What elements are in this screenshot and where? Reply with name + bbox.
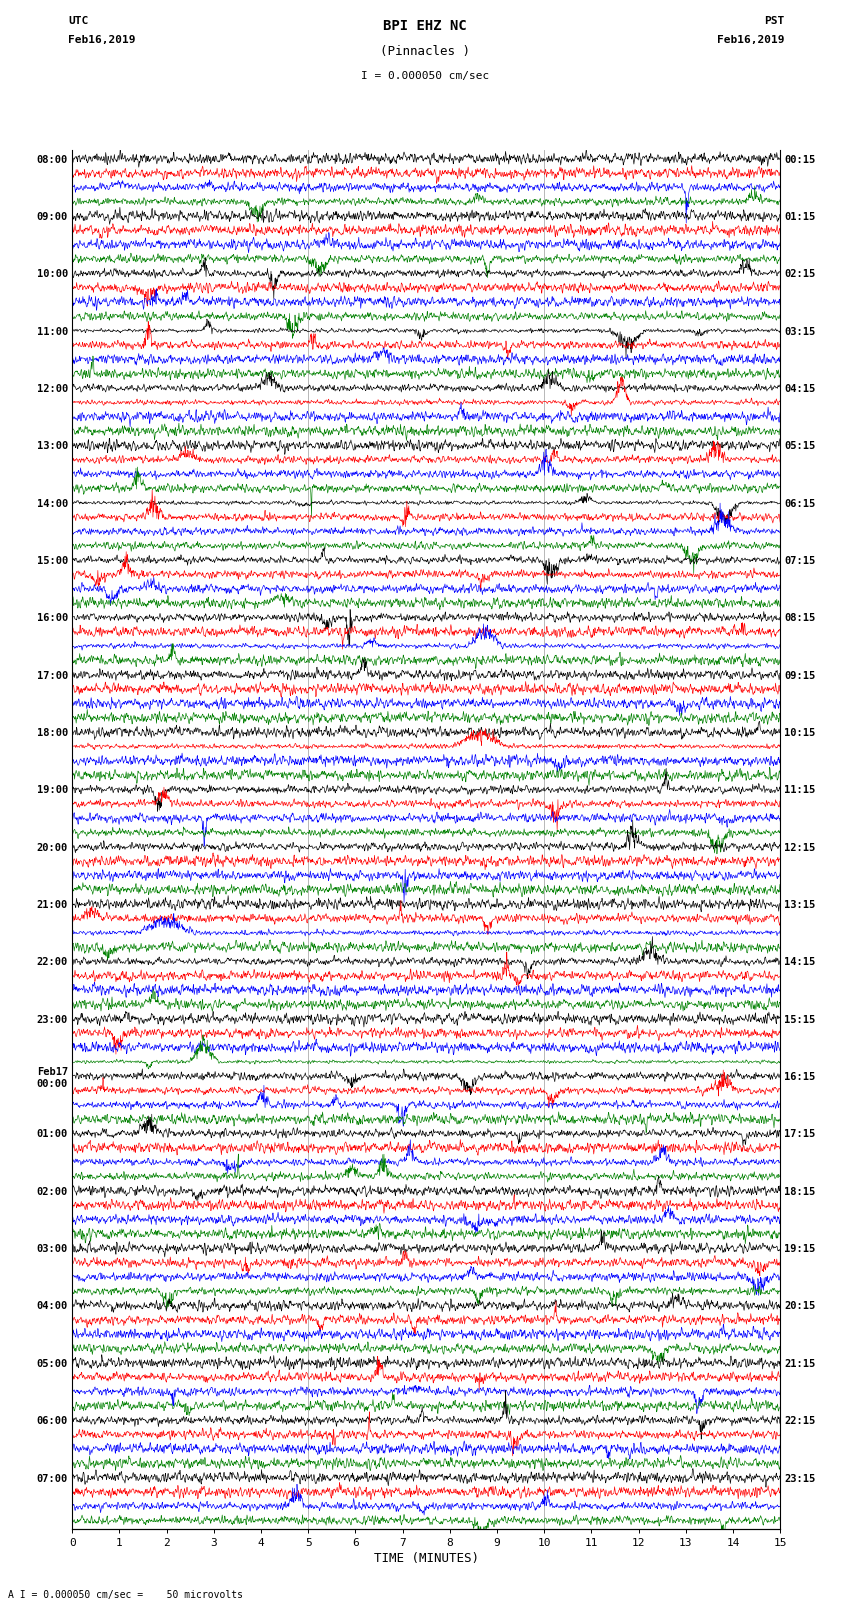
Text: I = 0.000050 cm/sec: I = 0.000050 cm/sec xyxy=(361,71,489,81)
Text: A I = 0.000050 cm/sec =    50 microvolts: A I = 0.000050 cm/sec = 50 microvolts xyxy=(8,1590,243,1600)
Text: (Pinnacles ): (Pinnacles ) xyxy=(380,45,470,58)
X-axis label: TIME (MINUTES): TIME (MINUTES) xyxy=(374,1552,479,1565)
Text: Feb16,2019: Feb16,2019 xyxy=(68,35,135,45)
Text: PST: PST xyxy=(764,16,785,26)
Text: Feb16,2019: Feb16,2019 xyxy=(717,35,785,45)
Text: BPI EHZ NC: BPI EHZ NC xyxy=(383,19,467,34)
Text: UTC: UTC xyxy=(68,16,88,26)
